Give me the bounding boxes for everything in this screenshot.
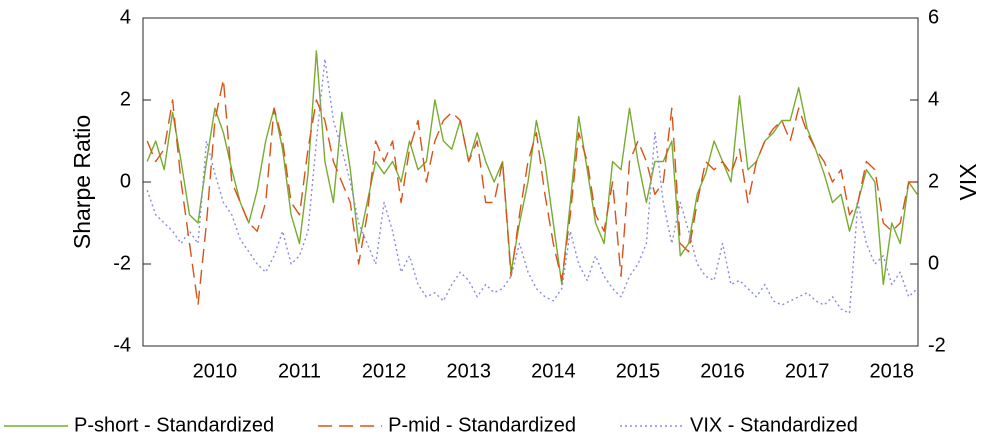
y2-tick-label: 4 [928, 88, 939, 110]
series-line [146, 78, 918, 306]
y-axis-label: Sharpe Ratio [69, 115, 95, 249]
y2-axis-label: VIX [955, 163, 981, 200]
y2-tick-label: 2 [928, 170, 939, 192]
y-tick-label: 0 [120, 170, 131, 192]
y2-tick-label: -2 [928, 334, 946, 356]
x-tick-label: 2010 [193, 360, 238, 382]
x-tick-label: 2017 [785, 360, 830, 382]
x-tick-label: 2016 [700, 360, 745, 382]
plot-frame [142, 17, 919, 347]
x-tick-label: 2013 [446, 360, 491, 382]
y-tick-label: 2 [120, 88, 131, 110]
x-tick-label: 2011 [278, 360, 321, 382]
x-tick-label: 2012 [362, 360, 407, 382]
legend-label: P-mid - Standardized [388, 414, 576, 436]
legend-label: VIX - Standardized [690, 414, 858, 436]
y-tick-label: -2 [113, 252, 131, 274]
y2-tick-label: 6 [928, 6, 939, 28]
y-tick-label: 4 [120, 6, 131, 28]
x-tick-label: 2015 [616, 360, 661, 382]
series-line [146, 58, 918, 314]
x-tick-label: 2018 [870, 360, 915, 382]
y-tick-label: -4 [113, 334, 131, 356]
legend-label: P-short - Standardized [74, 414, 274, 436]
x-tick-label: 2014 [531, 360, 576, 382]
y2-tick-label: 0 [928, 252, 939, 274]
